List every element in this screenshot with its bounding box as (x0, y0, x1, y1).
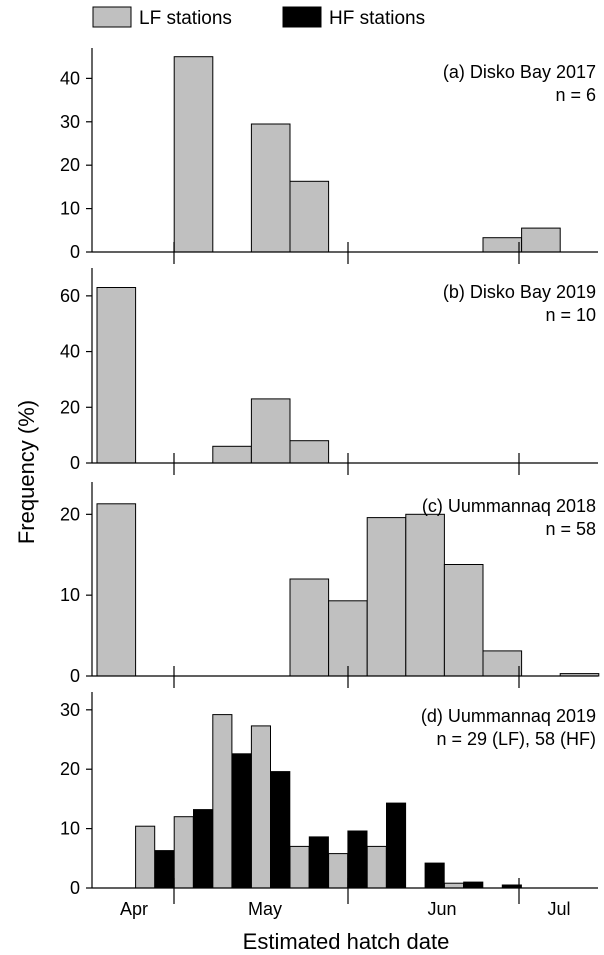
legend-swatch-hf (282, 6, 322, 28)
bar-lf-stations-bin-10 (482, 237, 523, 253)
panel-title: (c) Uummannaq 2018 (422, 496, 596, 516)
panel-a: 0 10 20 30 40 (a) Disko Bay 2017 n = 6 (60, 48, 598, 264)
bar-lf-stations-bin-5 (289, 845, 310, 889)
bar-lf-stations-bin-2 (173, 816, 194, 889)
y-tick-label: 0 (70, 242, 80, 262)
y-tick-label: 30 (60, 112, 80, 132)
bar-hf-stations-bin-7 (386, 802, 407, 889)
bar-lf-stations-bin-0 (96, 287, 137, 464)
panel-title: (a) Disko Bay 2017 (443, 62, 596, 82)
bar-lf-stations-bin-8 (405, 513, 445, 677)
bar-lf-stations-bin-2 (173, 56, 214, 253)
bar-lf-stations-bin-10 (482, 650, 523, 677)
y-tick-label: 60 (60, 286, 80, 306)
y-tick-label: 40 (60, 342, 80, 362)
panel-subtitle: n = 58 (545, 519, 596, 539)
bar-lf-stations-bin-11 (521, 227, 561, 253)
y-tick-label: 40 (60, 68, 80, 88)
bar-lf-stations-bin-4 (250, 725, 271, 889)
y-tick-label: 20 (60, 155, 80, 175)
x-tick-label-jun: Jun (427, 899, 456, 919)
bar-lf-stations-bin-1 (135, 825, 156, 889)
legend-swatch-lf (92, 6, 132, 28)
legend-label-hf: HF stations (329, 8, 425, 29)
panel-title: (b) Disko Bay 2019 (443, 282, 596, 302)
y-tick-label: 0 (70, 878, 80, 898)
bar-lf-stations-bin-6 (328, 853, 349, 889)
bar-hf-stations-bin-6 (347, 830, 368, 889)
x-tick-labels: Apr May Jun Jul (120, 899, 571, 919)
x-tick-label-jul: Jul (547, 899, 570, 919)
y-tick-label: 10 (60, 819, 80, 839)
bar-lf-stations-bin-9 (443, 564, 484, 677)
bar-lf-stations-bin-0 (96, 503, 137, 677)
bar-lf-stations-bin-4 (250, 123, 291, 253)
y-tick-label: 10 (60, 199, 80, 219)
bar-hf-stations-bin-2 (193, 809, 214, 889)
bar-lf-stations-bin-5 (289, 440, 330, 464)
panels: 0 10 20 30 40 (a) Disko Bay 2017 n = 6 0 20 40 60 (… (60, 48, 600, 904)
legend-label-lf: LF stations (139, 8, 232, 29)
bar-hf-stations-bin-1 (154, 850, 175, 889)
panel-subtitle: n = 6 (555, 85, 596, 105)
bar-hf-stations-bin-3 (231, 753, 252, 889)
y-tick-label: 10 (60, 585, 80, 605)
y-tick-label: 20 (60, 397, 80, 417)
panel-b: 0 20 40 60 (b) Disko Bay 2019 n = 10 (60, 268, 598, 475)
y-tick-label: 0 (70, 453, 80, 473)
bar-lf-stations-bin-7 (366, 517, 407, 677)
y-tick-label: 30 (60, 700, 80, 720)
x-axis-title: Estimated hatch date (243, 929, 450, 954)
y-axis-title: Frequency (%) (14, 400, 39, 544)
y-tick-label: 0 (70, 666, 80, 686)
bar-lf-stations-bin-7 (366, 845, 387, 889)
bar-lf-stations-bin-6 (328, 600, 368, 677)
panel-subtitle: n = 10 (545, 305, 596, 325)
bar-lf-stations-bin-3 (212, 714, 233, 889)
bar-lf-stations-bin-9 (443, 882, 464, 889)
x-tick-label-may: May (248, 899, 282, 919)
panel-d: 0 10 20 30 (d) Uummannaq 2019 n = 29 (LF), 58… (60, 692, 598, 904)
panel-subtitle: n = 29 (LF), 58 (HF) (436, 729, 596, 749)
bar-hf-stations-bin-9 (463, 881, 484, 889)
panel-c: 0 10 20 (c) Uummannaq 2018 n = 58 (60, 482, 600, 688)
panel-title: (d) Uummannaq 2019 (421, 706, 596, 726)
x-tick-label-apr: Apr (120, 899, 148, 919)
bar-lf-stations-bin-5 (289, 578, 330, 677)
bar-hf-stations-bin-4 (270, 771, 291, 889)
bar-lf-stations-bin-4 (250, 398, 291, 464)
bar-lf-stations-bin-3 (212, 445, 252, 464)
bar-hf-stations-bin-5 (308, 836, 329, 889)
y-tick-label: 20 (60, 759, 80, 779)
legend: LF stations HF stations (92, 6, 425, 29)
bar-hf-stations-bin-8 (424, 862, 445, 889)
y-tick-label: 20 (60, 504, 80, 524)
bar-lf-stations-bin-5 (289, 180, 330, 253)
